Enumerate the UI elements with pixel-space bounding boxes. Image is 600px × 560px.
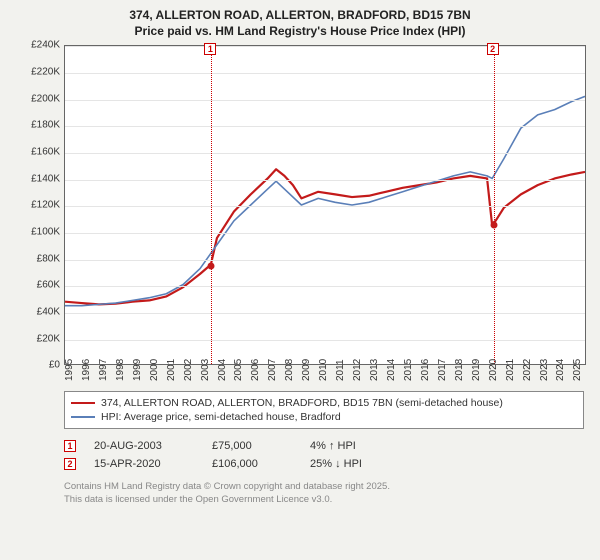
attribution-line-2: This data is licensed under the Open Gov… (64, 494, 590, 506)
y-axis-label: £40K (24, 306, 60, 317)
legend-swatch-hpi (71, 416, 95, 418)
legend-label-hpi: HPI: Average price, semi-detached house,… (101, 411, 341, 423)
chart-marker: 1 (204, 43, 216, 55)
legend-swatch-property (71, 402, 95, 404)
chart-svg (65, 46, 585, 364)
y-axis-label: £180K (24, 120, 60, 131)
transaction-date: 15-APR-2020 (94, 458, 194, 470)
title-line-1: 374, ALLERTON ROAD, ALLERTON, BRADFORD, … (10, 8, 590, 24)
y-axis-label: £20K (24, 333, 60, 344)
legend: 374, ALLERTON ROAD, ALLERTON, BRADFORD, … (64, 391, 584, 429)
y-axis-label: £160K (24, 146, 60, 157)
legend-row-property: 374, ALLERTON ROAD, ALLERTON, BRADFORD, … (71, 396, 577, 410)
y-axis-label: £100K (24, 226, 60, 237)
y-axis-label: £60K (24, 280, 60, 291)
y-axis-label: £200K (24, 93, 60, 104)
title-line-2: Price paid vs. HM Land Registry's House … (10, 24, 590, 40)
transaction-table: 1 20-AUG-2003 £75,000 4% ↑ HPI 2 15-APR-… (64, 437, 590, 473)
x-axis-label: 2025 (572, 359, 592, 381)
chart-container: 374, ALLERTON ROAD, ALLERTON, BRADFORD, … (0, 0, 600, 560)
y-axis-label: £220K (24, 66, 60, 77)
transaction-date: 20-AUG-2003 (94, 440, 194, 452)
transaction-marker: 1 (64, 440, 76, 452)
chart-marker: 2 (487, 43, 499, 55)
plot-background (64, 45, 586, 365)
plot-area: £0 £20K £40K £60K £80K £100K £120K £140K £160K £1… (26, 45, 586, 385)
attribution-line-1: Contains HM Land Registry data © Crown c… (64, 481, 590, 493)
transaction-price: £75,000 (212, 440, 292, 452)
transaction-price: £106,000 (212, 458, 292, 470)
transaction-marker: 2 (64, 458, 76, 470)
transaction-pct: 4% ↑ HPI (310, 440, 410, 452)
legend-row-hpi: HPI: Average price, semi-detached house,… (71, 410, 577, 424)
y-axis-label: £80K (24, 253, 60, 264)
y-axis-label: £120K (24, 200, 60, 211)
attribution: Contains HM Land Registry data © Crown c… (64, 481, 590, 506)
table-row: 1 20-AUG-2003 £75,000 4% ↑ HPI (64, 437, 590, 455)
table-row: 2 15-APR-2020 £106,000 25% ↓ HPI (64, 455, 590, 473)
legend-label-property: 374, ALLERTON ROAD, ALLERTON, BRADFORD, … (101, 397, 503, 409)
transaction-pct: 25% ↓ HPI (310, 458, 410, 470)
y-axis-label: £0 (24, 360, 60, 371)
y-axis-label: £140K (24, 173, 60, 184)
chart-title: 374, ALLERTON ROAD, ALLERTON, BRADFORD, … (10, 8, 590, 39)
y-axis-label: £240K (24, 40, 60, 51)
